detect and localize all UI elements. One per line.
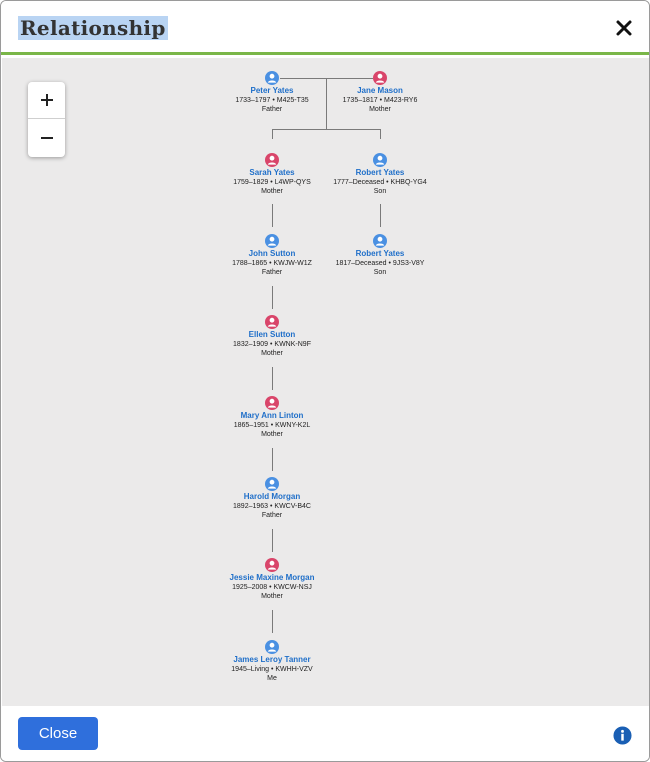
- male-person-icon: [265, 640, 279, 654]
- person-name[interactable]: Peter Yates: [250, 86, 294, 95]
- close-button[interactable]: Close: [18, 717, 98, 750]
- person-relation: Father: [261, 512, 283, 519]
- person-card[interactable]: Robert Yates 1777–Deceased • KHBQ-YG4 So…: [320, 153, 440, 196]
- person-name[interactable]: John Sutton: [248, 249, 296, 258]
- person-lifespan-id: 1832–1909 • KWNK-N9F: [233, 341, 311, 348]
- male-person-icon: [373, 234, 387, 248]
- person-lifespan-id: 1945–Living • KWHH-VZV: [231, 666, 313, 673]
- male-person-icon: [265, 477, 279, 491]
- descent-line: [272, 286, 273, 309]
- female-person-icon: [265, 153, 279, 167]
- person-lifespan-id: 1892–1963 • KWCV-B4C: [233, 503, 311, 510]
- children-bar-line: [272, 129, 381, 130]
- zoom-out-button[interactable]: [28, 119, 65, 156]
- person-relation: Son: [373, 188, 387, 195]
- person-relation: Mother: [261, 350, 283, 357]
- female-person-icon: [265, 396, 279, 410]
- descent-line: [272, 367, 273, 390]
- person-lifespan-id: 1925–2008 • KWCW-NSJ: [232, 584, 312, 591]
- person-name[interactable]: Harold Morgan: [243, 492, 301, 501]
- person-lifespan-id: 1817–Deceased • 9JS3-V8Y: [335, 260, 425, 267]
- male-person-icon: [265, 71, 279, 85]
- person-name[interactable]: Ellen Sutton: [248, 330, 296, 339]
- person-name[interactable]: Sarah Yates: [249, 168, 295, 177]
- relationship-tree: Peter Yates 1733–1797 • M425-T35 Father …: [1, 1, 649, 706]
- person-lifespan-id: 1733–1797 • M425-T35: [235, 97, 309, 104]
- tree-canvas[interactable]: [2, 58, 649, 706]
- info-icon[interactable]: [613, 726, 632, 745]
- person-lifespan-id: 1759–1829 • L4WP-QYS: [233, 179, 311, 186]
- person-relation: Father: [261, 269, 283, 276]
- person-card[interactable]: James Leroy Tanner 1945–Living • KWHH-VZ…: [212, 640, 332, 683]
- person-name[interactable]: Mary Ann Linton: [240, 411, 304, 420]
- descent-line: [272, 610, 273, 633]
- person-card[interactable]: Jessie Maxine Morgan 1925–2008 • KWCW-NS…: [212, 558, 332, 601]
- person-relation: Father: [261, 106, 283, 113]
- person-relation: Mother: [261, 188, 283, 195]
- person-relation: Me: [267, 675, 277, 682]
- child-left-drop-line: [272, 129, 273, 139]
- person-name[interactable]: Robert Yates: [355, 249, 405, 258]
- person-card[interactable]: Harold Morgan 1892–1963 • KWCV-B4C Fathe…: [212, 477, 332, 520]
- person-card[interactable]: Jane Mason 1735–1817 • M423-RY6 Mother: [320, 71, 440, 114]
- person-relation: Mother: [261, 593, 283, 600]
- descent-line: [272, 204, 273, 227]
- zoom-in-button[interactable]: [28, 82, 65, 119]
- person-card[interactable]: Peter Yates 1733–1797 • M425-T35 Father: [212, 71, 332, 114]
- person-card[interactable]: Robert Yates 1817–Deceased • 9JS3-V8Y So…: [320, 234, 440, 277]
- person-card[interactable]: Sarah Yates 1759–1829 • L4WP-QYS Mother: [212, 153, 332, 196]
- person-name[interactable]: Jane Mason: [357, 86, 403, 95]
- person-lifespan-id: 1788–1865 • KWJW-W1Z: [232, 260, 312, 267]
- person-card[interactable]: Mary Ann Linton 1865–1951 • KWNY-K2L Mot…: [212, 396, 332, 439]
- person-card[interactable]: John Sutton 1788–1865 • KWJW-W1Z Father: [212, 234, 332, 277]
- female-person-icon: [265, 558, 279, 572]
- person-lifespan-id: 1865–1951 • KWNY-K2L: [233, 422, 311, 429]
- couple-drop-line: [326, 78, 327, 129]
- female-person-icon: [265, 315, 279, 329]
- descent-line: [272, 448, 273, 471]
- dialog-footer: Close: [1, 706, 649, 761]
- child-right-drop-line: [380, 129, 381, 139]
- close-icon[interactable]: [613, 17, 635, 39]
- male-person-icon: [373, 153, 387, 167]
- person-name[interactable]: James Leroy Tanner: [233, 655, 311, 664]
- person-relation: Mother: [261, 431, 283, 438]
- dialog-header: Relationship: [1, 1, 649, 55]
- descent-line: [380, 204, 381, 227]
- dialog-title: Relationship: [18, 16, 168, 40]
- person-name[interactable]: Jessie Maxine Morgan: [229, 573, 315, 582]
- zoom-control: [28, 82, 65, 157]
- person-card[interactable]: Ellen Sutton 1832–1909 • KWNK-N9F Mother: [212, 315, 332, 358]
- person-relation: Son: [373, 269, 387, 276]
- minus-icon: [40, 136, 53, 139]
- person-lifespan-id: 1735–1817 • M423-RY6: [342, 97, 418, 104]
- person-name[interactable]: Robert Yates: [355, 168, 405, 177]
- person-relation: Mother: [369, 106, 391, 113]
- plus-icon: [40, 94, 53, 106]
- female-person-icon: [373, 71, 387, 85]
- descent-line: [272, 529, 273, 552]
- person-lifespan-id: 1777–Deceased • KHBQ-YG4: [333, 179, 427, 186]
- male-person-icon: [265, 234, 279, 248]
